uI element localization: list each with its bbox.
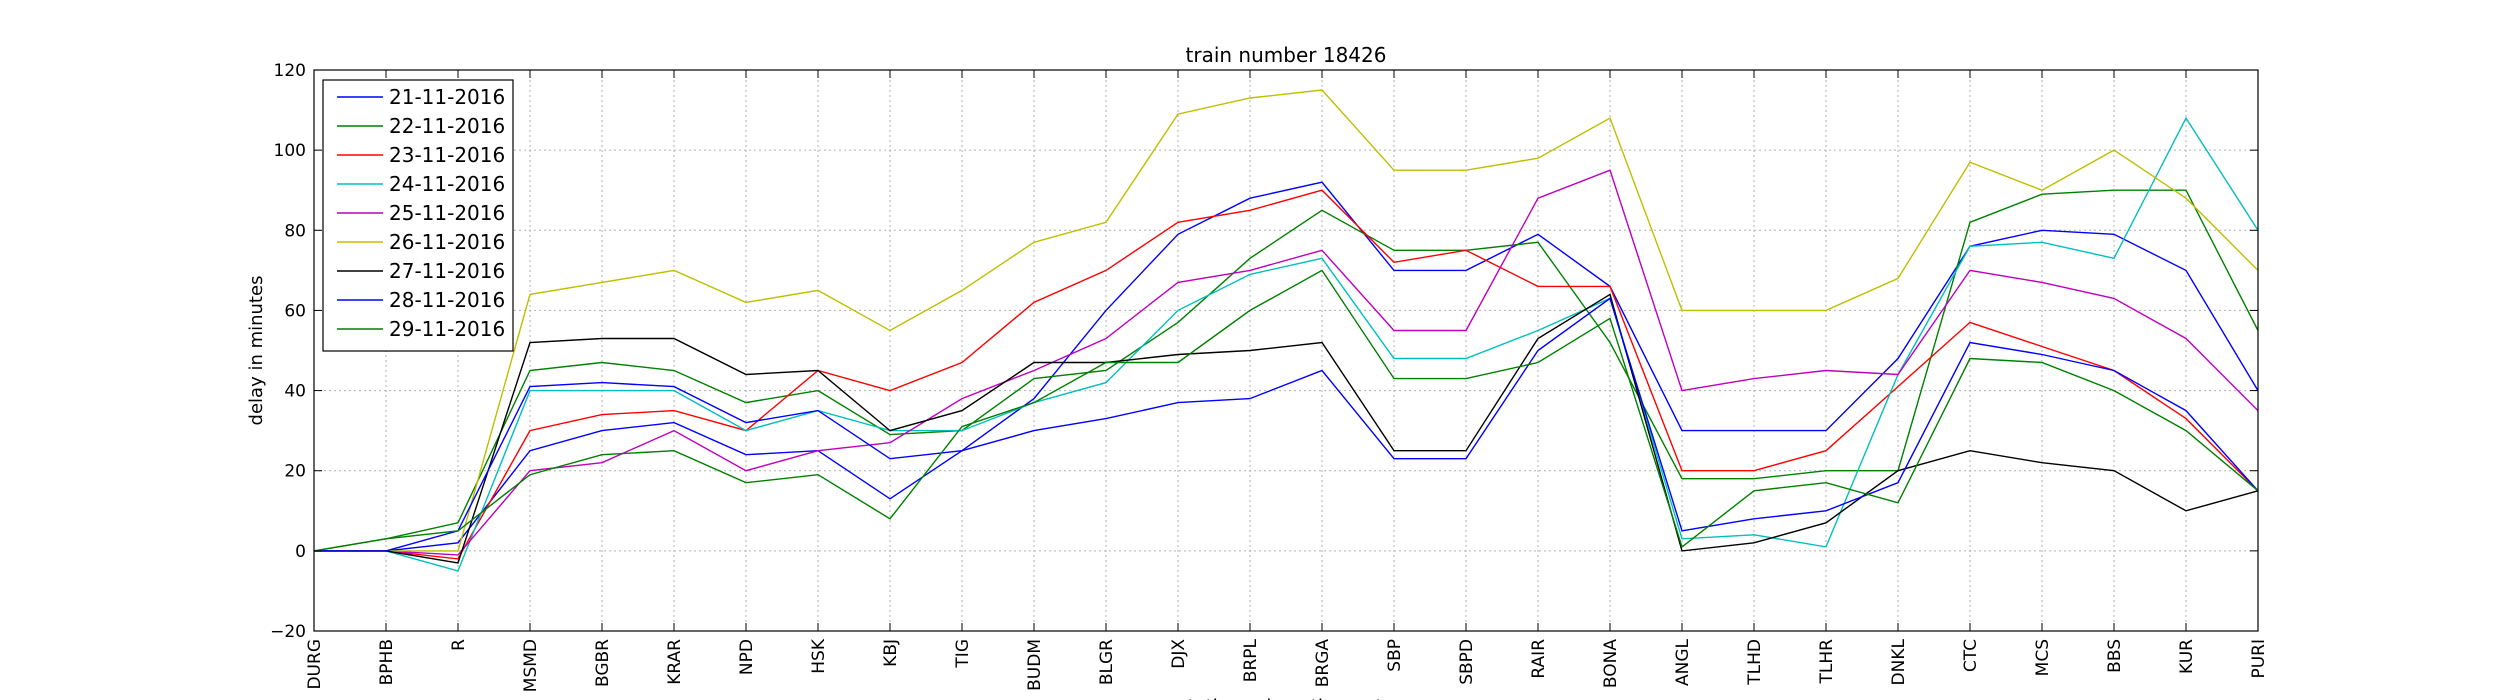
x-tick-label: TLHD bbox=[1745, 639, 1765, 686]
y-tick-label: 40 bbox=[284, 382, 306, 402]
series-line-25-11-2016 bbox=[314, 169, 2259, 556]
legend-label: 28-11-2016 bbox=[389, 288, 505, 312]
legend-label: 26-11-2016 bbox=[389, 230, 505, 254]
series-line-27-11-2016 bbox=[314, 293, 2259, 564]
series-line-26-11-2016 bbox=[314, 89, 2259, 552]
x-tick-label: BRPL bbox=[1241, 638, 1261, 682]
x-tick-label: BPHB bbox=[377, 639, 397, 685]
x-tick-label: TIG bbox=[953, 639, 973, 669]
series-line-28-11-2016 bbox=[314, 297, 2259, 552]
series-line-23-11-2016 bbox=[314, 189, 2259, 560]
legend-label: 29-11-2016 bbox=[389, 317, 505, 341]
legend-label: 22-11-2016 bbox=[389, 114, 505, 138]
y-tick-label: 120 bbox=[274, 61, 306, 81]
y-axis-ticks: −20 0 20 40 60 80 100 120 bbox=[270, 61, 2258, 642]
x-tick-label: HSK bbox=[809, 638, 829, 674]
x-tick-label: MCS bbox=[2033, 639, 2053, 676]
x-tick-label: BUDM bbox=[1025, 639, 1045, 691]
x-tick-label: KBJ bbox=[881, 639, 901, 667]
x-tick-label: BGBR bbox=[593, 639, 613, 687]
x-tick-label: R bbox=[449, 639, 469, 651]
series-line-21-11-2016 bbox=[314, 181, 2259, 552]
x-tick-label: DJX bbox=[1169, 639, 1189, 669]
x-tick-label: KRAR bbox=[665, 639, 685, 685]
x-tick-label: PURI bbox=[2249, 639, 2269, 679]
x-tick-label: BRGA bbox=[1313, 639, 1333, 688]
chart-title: train number 18426 bbox=[1186, 43, 1387, 67]
x-tick-label: ANGL bbox=[1673, 638, 1693, 686]
legend-label: 24-11-2016 bbox=[389, 172, 505, 196]
x-axis-ticks: DURG BPHB R MSMD BGBR KRAR NPD HSK KBJ TIG BUDM BLG… bbox=[305, 70, 2269, 692]
y-tick-label: −20 bbox=[270, 622, 306, 642]
x-tick-label: NPD bbox=[737, 639, 757, 675]
x-tick-label: KUR bbox=[2177, 639, 2197, 674]
x-tick-label: TLHR bbox=[1817, 639, 1837, 685]
x-axis-label: stations along the route bbox=[1178, 696, 1393, 700]
x-tick-label: BBS bbox=[2105, 639, 2125, 673]
x-tick-label: DNKL bbox=[1889, 638, 1909, 685]
x-tick-label: DURG bbox=[305, 639, 325, 690]
y-tick-label: 100 bbox=[274, 141, 306, 161]
x-tick-label: SBPD bbox=[1457, 639, 1477, 685]
series-line-24-11-2016 bbox=[314, 116, 2259, 572]
series-line-22-11-2016 bbox=[313, 189, 2259, 552]
legend-box bbox=[322, 79, 514, 352]
plot-frame bbox=[313, 69, 2259, 632]
series-lines bbox=[313, 89, 2259, 572]
y-tick-label: 60 bbox=[284, 301, 306, 321]
legend-label: 21-11-2016 bbox=[389, 85, 505, 109]
x-tick-label: CTC bbox=[1961, 639, 1981, 672]
legend-label: 27-11-2016 bbox=[389, 259, 505, 283]
legend: 21-11-2016 22-11-2016 23-11-2016 24-11-2016… bbox=[322, 79, 514, 352]
legend-label: 25-11-2016 bbox=[389, 201, 505, 225]
legend-label: 23-11-2016 bbox=[389, 143, 505, 167]
x-tick-label: RAIR bbox=[1529, 639, 1549, 679]
series-line-29-11-2016 bbox=[313, 269, 2259, 552]
y-tick-label: 80 bbox=[284, 221, 306, 241]
x-tick-label: MSMD bbox=[521, 639, 541, 692]
x-tick-label: BONA bbox=[1601, 639, 1621, 688]
y-tick-label: 20 bbox=[284, 462, 306, 482]
x-tick-label: SBP bbox=[1385, 639, 1405, 672]
y-tick-label: 0 bbox=[295, 542, 306, 562]
x-tick-label: BLGR bbox=[1097, 639, 1117, 685]
y-axis-label: delay in minutes bbox=[246, 276, 267, 426]
